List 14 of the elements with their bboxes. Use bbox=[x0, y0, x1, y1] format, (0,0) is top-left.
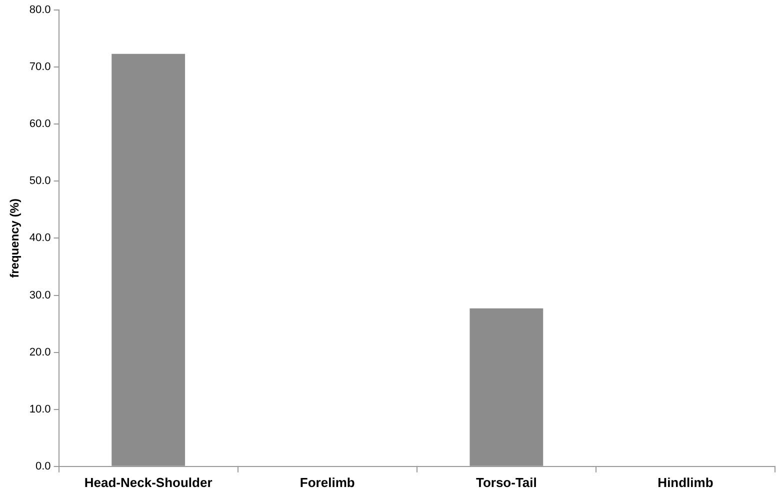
x-tick-label: Hindlimb bbox=[658, 474, 714, 490]
y-tick-label: 0.0 bbox=[36, 460, 51, 472]
y-tick-label: 10.0 bbox=[29, 403, 51, 416]
y-tick-label: 80.0 bbox=[29, 4, 51, 16]
y-axis-title: frequency (%) bbox=[8, 198, 22, 278]
x-tick-label: Torso-Tail bbox=[476, 474, 537, 490]
y-tick-label: 40.0 bbox=[29, 232, 51, 244]
y-tick-label: 70.0 bbox=[29, 61, 51, 74]
y-tick-label: 60.0 bbox=[29, 118, 51, 130]
y-tick-label: 50.0 bbox=[29, 175, 51, 188]
y-tick-label: 30.0 bbox=[29, 289, 51, 302]
x-tick-label: Head-Neck-Shoulder bbox=[84, 474, 212, 490]
y-tick-label: 20.0 bbox=[29, 346, 51, 358]
x-tick-label: Forelimb bbox=[300, 474, 355, 490]
